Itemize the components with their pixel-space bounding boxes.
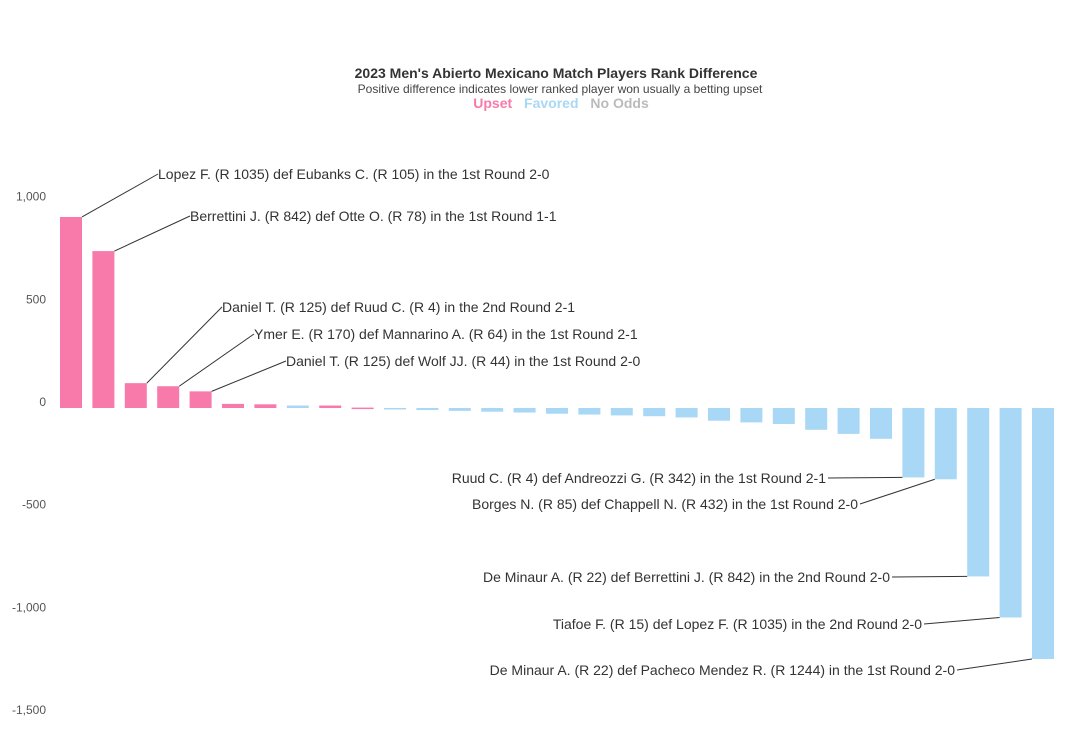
bar[interactable]	[643, 408, 666, 417]
chart-subtitle: Positive difference indicates lower rank…	[358, 82, 763, 96]
y-tick-label: -1,500	[12, 703, 46, 717]
bar[interactable]	[481, 408, 504, 412]
chart-legend: Upset Favored No Odds	[473, 95, 649, 111]
bar[interactable]	[189, 391, 212, 408]
bar[interactable]	[610, 408, 633, 416]
bar[interactable]	[416, 408, 439, 411]
bar[interactable]	[157, 386, 180, 408]
y-tick-label: 1,000	[16, 190, 46, 204]
annotation-leader-line	[146, 306, 223, 384]
bar[interactable]	[837, 408, 860, 434]
bar-annotation-label: Ymer E. (R 170) def Mannarino A. (R 64) …	[254, 326, 638, 342]
bar[interactable]	[513, 408, 536, 413]
bar[interactable]	[92, 251, 115, 408]
bar[interactable]	[805, 408, 828, 430]
annotation-leader-line	[956, 658, 1033, 671]
bar[interactable]	[578, 408, 601, 415]
bar[interactable]	[384, 408, 406, 410]
legend-item-upset[interactable]: Upset	[473, 95, 512, 111]
annotation-leader-line	[923, 617, 1000, 625]
bar[interactable]	[740, 408, 763, 423]
annotation-leader-line	[891, 575, 968, 578]
y-axis: 1,000 500 0 -500 -1,000 -1,500	[12, 190, 46, 717]
bar-annotation-label: Tiafoe F. (R 15) def Lopez F. (R 1035) i…	[553, 616, 922, 632]
y-tick-label: 500	[26, 292, 46, 306]
annotation-leader-line	[81, 173, 159, 218]
bar-annotation-label: De Minaur A. (R 22) def Pacheco Mendez R…	[490, 662, 956, 678]
legend-item-favored[interactable]: Favored	[524, 95, 578, 111]
bar-annotation-label: De Minaur A. (R 22) def Berrettini J. (R…	[483, 569, 890, 585]
chart-title: 2023 Men's Abierto Mexicano Match Player…	[355, 65, 758, 81]
legend-item-no-odds[interactable]: No Odds	[590, 95, 649, 111]
bar[interactable]	[222, 403, 244, 408]
annotation-leader-line	[827, 476, 903, 479]
annotation-leader-line	[211, 360, 287, 392]
y-tick-label: 0	[39, 395, 46, 409]
bars-group	[60, 216, 1054, 659]
bar[interactable]	[967, 408, 990, 577]
bar-annotation-label: Daniel T. (R 125) def Ruud C. (R 4) in t…	[222, 299, 575, 315]
bar[interactable]	[870, 408, 892, 439]
y-tick-label: -500	[22, 498, 46, 512]
bar[interactable]	[902, 408, 925, 478]
bar-annotation-label: Berrettini J. (R 842) def Otte O. (R 78)…	[190, 208, 557, 224]
bar[interactable]	[772, 408, 795, 425]
annotation-leader-line	[178, 333, 255, 387]
bar[interactable]	[319, 405, 342, 408]
bar[interactable]	[675, 408, 698, 418]
bar[interactable]	[286, 405, 309, 408]
bar[interactable]	[546, 408, 568, 414]
bar[interactable]	[124, 383, 147, 408]
bar[interactable]	[60, 216, 82, 408]
y-tick-label: -1,000	[12, 600, 46, 614]
annotations-group: Lopez F. (R 1035) def Eubanks C. (R 105)…	[81, 166, 1033, 678]
bar[interactable]	[254, 404, 277, 408]
bar-annotation-label: Daniel T. (R 125) def Wolf JJ. (R 44) in…	[286, 353, 641, 369]
annotation-leader-line	[114, 215, 191, 252]
bar[interactable]	[999, 408, 1022, 618]
bar-annotation-label: Ruud C. (R 4) def Andreozzi G. (R 342) i…	[452, 470, 827, 486]
bar[interactable]	[448, 408, 471, 411]
bar[interactable]	[351, 407, 374, 410]
bar-annotation-label: Borges N. (R 85) def Chappell N. (R 432)…	[472, 496, 858, 512]
bar[interactable]	[708, 408, 730, 421]
bar-annotation-label: Lopez F. (R 1035) def Eubanks C. (R 105)…	[158, 166, 550, 182]
annotation-leader-line	[859, 478, 935, 505]
bar[interactable]	[1032, 408, 1054, 659]
bar[interactable]	[934, 408, 957, 480]
